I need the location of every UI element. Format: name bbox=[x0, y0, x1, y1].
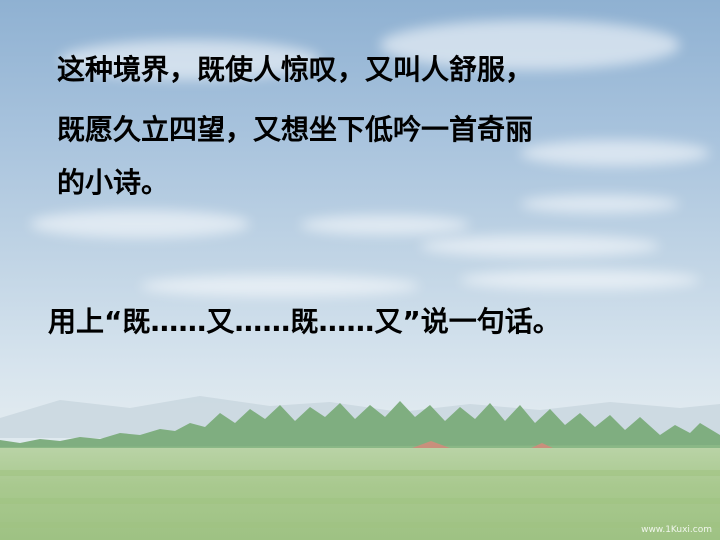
cloud bbox=[520, 140, 710, 166]
cloud bbox=[380, 20, 680, 70]
cloud bbox=[140, 275, 420, 297]
field-stripe bbox=[0, 470, 720, 476]
exercise-prompt: 用上“既……又……既……又”说一句话。 bbox=[48, 305, 561, 338]
passage-line-2: 既愿久立四望，又想坐下低吟一首奇丽 bbox=[57, 113, 534, 146]
cloud bbox=[300, 215, 470, 235]
cloud bbox=[30, 210, 250, 238]
watermark: www.1Kuxi.com bbox=[641, 525, 712, 535]
cloud bbox=[420, 235, 660, 257]
passage-line-3: 的小诗。 bbox=[57, 166, 170, 199]
passage-line-1: 这种境界，既使人惊叹，又叫人舒服， bbox=[57, 53, 534, 86]
cloud bbox=[60, 40, 320, 80]
field-stripe bbox=[0, 522, 720, 528]
cloud bbox=[460, 270, 700, 290]
field-stripe bbox=[0, 498, 720, 504]
cloud bbox=[520, 195, 680, 213]
